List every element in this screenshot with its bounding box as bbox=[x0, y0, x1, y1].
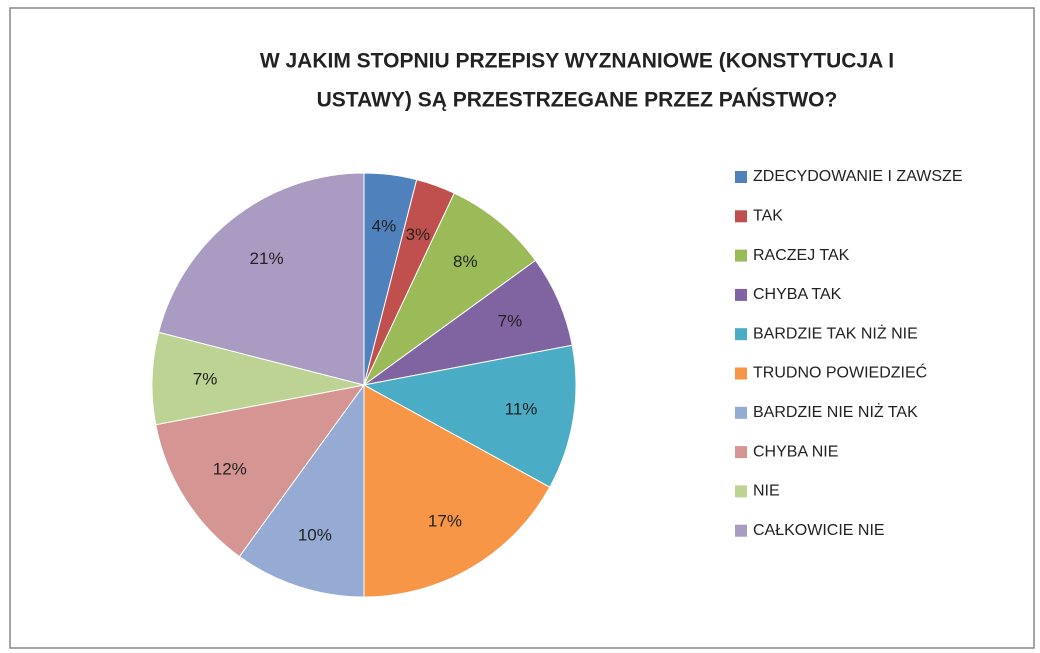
pie-slice bbox=[362, 344, 577, 488]
legend-label: RACZEJ TAK bbox=[753, 247, 850, 264]
data-label: 7% bbox=[193, 369, 218, 388]
pie-slice bbox=[363, 384, 551, 598]
pie-slice bbox=[363, 192, 537, 386]
legend-label: TRUDNO POWIEDZIEĆ bbox=[753, 363, 927, 382]
legend-swatch bbox=[735, 485, 747, 498]
chart-title: USTAWY) SĄ PRZESTRZEGANE PRZEZ PAŃSTWO? bbox=[317, 89, 838, 112]
legend-label: ZDECYDOWANIE I ZAWSZE bbox=[753, 168, 962, 185]
pie-slice bbox=[238, 383, 365, 598]
data-label: 21% bbox=[250, 249, 284, 268]
legend-label: BARDZIE TAK NIŻ NIE bbox=[753, 323, 918, 342]
legend-swatch bbox=[735, 524, 747, 537]
legend-label: BARDZIE NIE NIŻ TAK bbox=[753, 402, 918, 421]
legend-swatch bbox=[735, 328, 747, 341]
chart-title: W JAKIM STOPNIU PRZEPISY WYZNANIOWE (KON… bbox=[260, 50, 894, 73]
legend-swatch bbox=[735, 288, 747, 301]
legend-label: CHYBA TAK bbox=[753, 286, 842, 303]
data-label: 12% bbox=[213, 460, 247, 479]
data-label: 7% bbox=[498, 311, 523, 330]
data-label: 10% bbox=[298, 526, 332, 545]
legend-swatch bbox=[735, 171, 747, 183]
legend-label: CAŁKOWICIE NIE bbox=[753, 522, 885, 539]
pie-slice bbox=[155, 384, 366, 558]
legend-swatch bbox=[735, 210, 747, 223]
legend-swatch bbox=[735, 367, 747, 380]
legend-label: TAK bbox=[753, 208, 783, 225]
data-label: 3% bbox=[406, 225, 431, 244]
legend-label: CHYBA NIE bbox=[753, 443, 838, 460]
legend-swatch bbox=[735, 249, 747, 262]
legend-label: NIE bbox=[753, 483, 780, 500]
legend-swatch bbox=[735, 446, 747, 459]
data-label: 4% bbox=[372, 217, 397, 236]
data-label: 11% bbox=[505, 399, 538, 418]
pie-slice bbox=[158, 172, 365, 386]
data-label: 17% bbox=[428, 511, 462, 530]
data-label: 8% bbox=[453, 252, 478, 271]
legend-swatch bbox=[735, 406, 747, 419]
